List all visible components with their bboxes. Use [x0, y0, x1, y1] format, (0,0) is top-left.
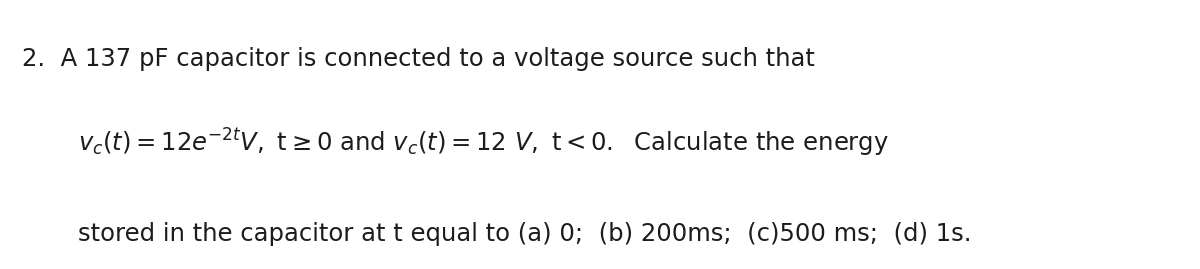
Text: 2.  A 137 pF capacitor is connected to a voltage source such that: 2. A 137 pF capacitor is connected to a … — [22, 47, 815, 71]
Text: $v_c(t) = 12e^{-2t}V$$\mathregular{,\ t \geq 0\ \mathrm{and}\ }$$v_c(t) = 12\ V$: $v_c(t) = 12e^{-2t}V$$\mathregular{,\ t … — [78, 126, 889, 159]
Text: stored in the capacitor at t equal to (a) 0;  (b) 200ms;  (c)500 ms;  (d) 1s.: stored in the capacitor at t equal to (a… — [78, 222, 972, 246]
